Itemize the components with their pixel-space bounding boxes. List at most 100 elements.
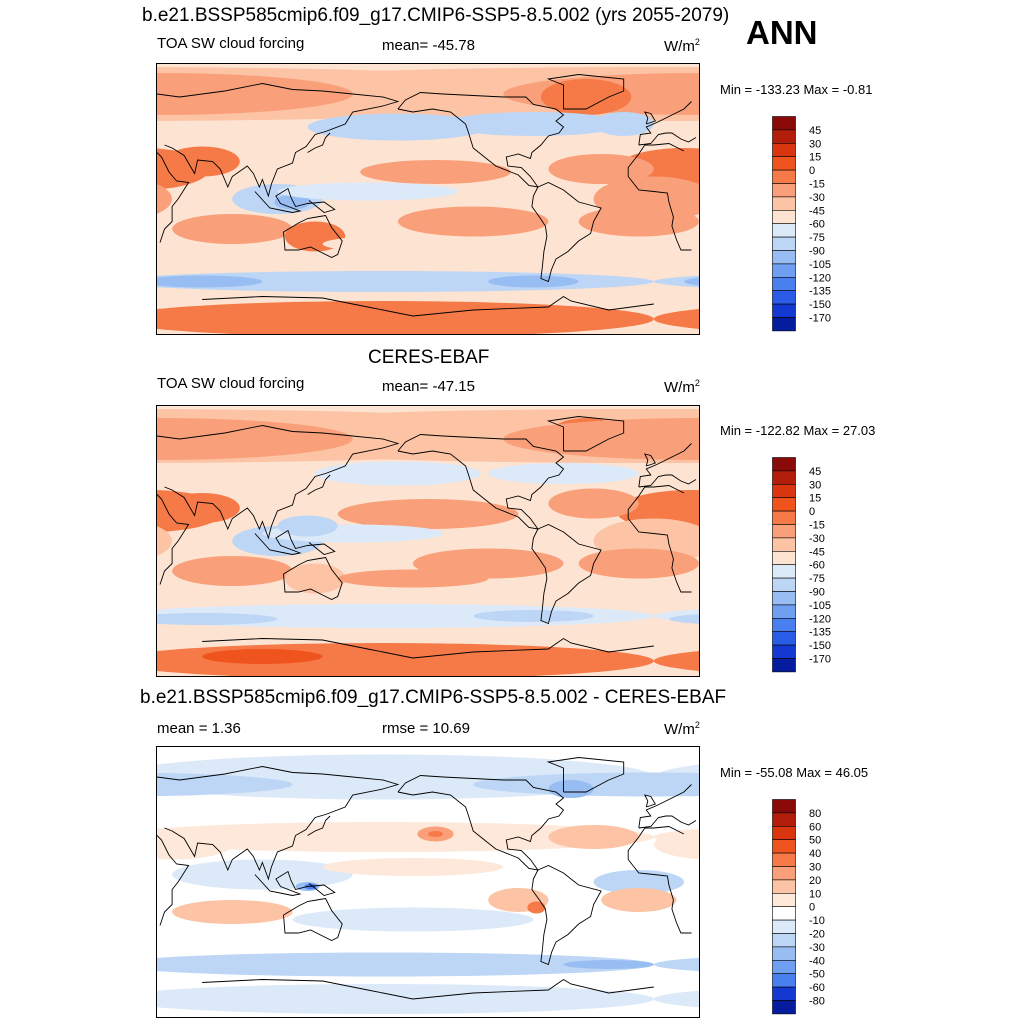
colorbar-tick-label: -90 [809, 246, 825, 258]
panel1-colorbar: 45 30 15 0 -15 -30 -45 -60 -75 -90 -105 -120 -135 -15… [772, 116, 842, 333]
colorbar-tick-label: 15 [809, 152, 821, 164]
field-region [157, 301, 654, 334]
field-region [292, 907, 534, 932]
colorbar-tick-label: -80 [809, 996, 825, 1008]
field-region [315, 461, 481, 486]
colorbar-tick-label: 0 [809, 165, 815, 177]
panel3-title: b.e21.BSSP585cmip6.f09_g17.CMIP6-SSP5-8.… [140, 687, 727, 708]
colorbar-swatch [772, 156, 796, 171]
colorbar-swatch [772, 169, 796, 184]
field-region [172, 556, 293, 586]
panel2-colorbar: 45 30 15 0 -15 -30 -45 -60 -75 -90 -105 -120 -135 -15… [772, 457, 842, 674]
panel2-variable-label: TOA SW cloud forcing [157, 375, 305, 392]
colorbar-swatch [772, 893, 796, 908]
field-region [428, 831, 443, 837]
field-region [202, 649, 323, 664]
field-region [548, 488, 639, 519]
coastline [157, 74, 697, 317]
colorbar-swatch [772, 946, 796, 961]
field-region [322, 235, 504, 253]
field-region [593, 870, 684, 894]
field-region [548, 154, 654, 184]
field-region [360, 160, 511, 184]
colorbar-swatch [772, 537, 796, 552]
colorbar-tick-label: -20 [809, 929, 825, 941]
panel1-variable-label: TOA SW cloud forcing [157, 35, 305, 52]
colorbar-swatch [772, 577, 796, 592]
colorbar-tick-label: -120 [809, 613, 831, 625]
panel2-units: W/m2 [664, 378, 700, 396]
panel1-title: b.e21.BSSP585cmip6.f09_g17.CMIP6-SSP5-8.… [142, 5, 730, 26]
field-region [164, 493, 240, 523]
colorbar-swatch [772, 196, 796, 211]
field-region [157, 613, 278, 625]
field-region [157, 952, 654, 977]
colorbar-swatch [772, 618, 796, 633]
colorbar-swatch [772, 825, 796, 840]
colorbar-tick-label: -170 [809, 654, 831, 666]
field-region [172, 900, 293, 924]
field-region [157, 526, 172, 556]
field-region [307, 113, 489, 141]
map-svg [157, 406, 699, 676]
field-region [653, 309, 699, 329]
colorbar-swatch [772, 524, 796, 539]
field-region [653, 990, 699, 1008]
panel1-map [156, 63, 700, 335]
colorbar-tick-label: 0 [809, 506, 815, 518]
field-region [653, 957, 699, 972]
colorbar-swatch [772, 470, 796, 485]
colorbar-swatch [772, 317, 796, 332]
colorbar-swatch [772, 142, 796, 157]
colorbar-tick-label: 60 [809, 821, 821, 833]
field-region [157, 275, 263, 288]
colorbar-tick-label: -10 [809, 915, 825, 927]
colorbar-tick-label: -105 [809, 600, 831, 612]
colorbar-swatch [772, 906, 796, 921]
colorbar-swatch [772, 631, 796, 646]
field-region [527, 901, 546, 914]
field-region [277, 515, 338, 537]
field-region [578, 206, 699, 237]
field-region [337, 569, 489, 588]
field-region [563, 960, 654, 969]
colorbar-tick-label: -60 [809, 982, 825, 994]
colorbar-tick-label: 45 [809, 125, 821, 137]
colorbar-tick-label: -150 [809, 299, 831, 311]
field-region [164, 146, 240, 177]
map-svg [157, 64, 699, 334]
colorbar-tick-label: -40 [809, 955, 825, 967]
field-region [157, 829, 233, 860]
colorbar-swatch [772, 986, 796, 1001]
colorbar-swatch [772, 812, 796, 827]
colorbar-tick-label: 0 [809, 902, 815, 914]
colorbar-tick-label: 30 [809, 138, 821, 150]
field-region [653, 651, 699, 671]
colorbar-swatch [772, 250, 796, 265]
panel1-units: W/m2 [664, 37, 700, 55]
field-region [397, 206, 549, 237]
field-region [172, 214, 293, 244]
colorbar-swatch [772, 483, 796, 498]
colorbar-tick-label: -75 [809, 573, 825, 585]
colorbar-tick-label: -15 [809, 520, 825, 532]
field-region [684, 277, 699, 286]
colorbar-tick-label: 15 [809, 493, 821, 505]
panel2-minmax: Min = -122.82 Max = 27.03 [720, 423, 876, 438]
colorbar-swatch [772, 497, 796, 512]
colorbar-tick-label: -135 [809, 627, 831, 639]
colorbar-tick-label: -45 [809, 546, 825, 558]
panel3-mean-label: mean = 1.36 [157, 720, 241, 737]
colorbar-tick-label: -50 [809, 969, 825, 981]
field-region [668, 614, 699, 624]
colorbar-swatch [772, 116, 796, 131]
colorbar-tick-label: -45 [809, 205, 825, 217]
field-region [548, 825, 639, 849]
field-region [337, 499, 519, 529]
colorbar-swatch [772, 551, 796, 566]
colorbar-swatch [772, 879, 796, 894]
colorbar-tick-label: -105 [809, 259, 831, 271]
